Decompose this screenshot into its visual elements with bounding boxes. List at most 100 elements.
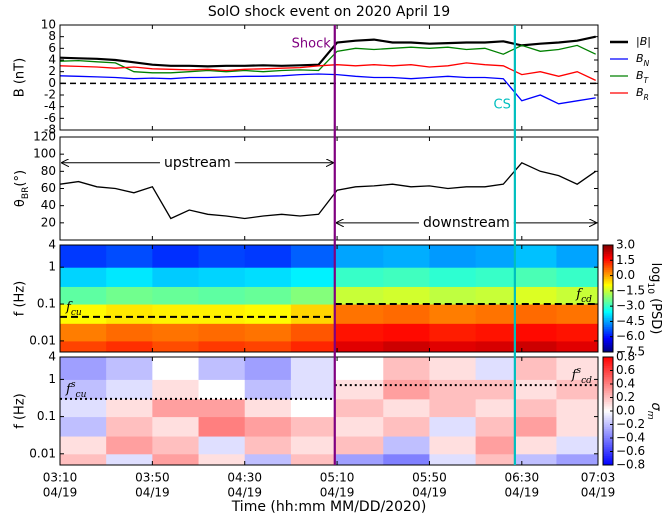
heat-cell	[475, 416, 516, 437]
heat-cell	[198, 267, 246, 287]
colorbar-tick-label: −7.5	[616, 345, 645, 359]
heat-cell	[556, 304, 598, 324]
heat-cell	[152, 436, 200, 455]
colorbar-step	[603, 341, 613, 344]
x-tick-label: 04:30	[227, 471, 262, 485]
heat-cell	[198, 340, 246, 352]
x-tick-date: 04/19	[412, 486, 447, 500]
heat-cell	[475, 286, 516, 305]
colorbar-step	[603, 450, 613, 453]
heat-cell	[152, 416, 200, 437]
colorbar-step	[603, 296, 613, 299]
colorbar-tick-label: 3.0	[616, 238, 635, 252]
heat-cell	[152, 453, 200, 465]
legend-label: BN	[636, 52, 650, 68]
heat-cell	[429, 304, 477, 324]
colorbar-step	[603, 425, 613, 428]
heat-cell	[244, 267, 292, 287]
heat-cell	[244, 398, 292, 418]
colorbar-step	[603, 262, 613, 266]
heat-cell	[334, 267, 384, 287]
colorbar-step	[603, 277, 613, 280]
y-tick-label: -4	[44, 99, 56, 113]
colorbar-step	[603, 412, 613, 416]
colorbar-step	[603, 366, 613, 369]
heat-cell	[60, 267, 107, 287]
heat-cell	[475, 323, 516, 342]
colorbar-step	[603, 319, 613, 323]
heat-cell	[60, 304, 107, 324]
heat-cell	[290, 304, 336, 324]
heat-cell	[556, 398, 598, 418]
colorbar-step	[603, 280, 613, 283]
y-axis-label: B (nT)	[13, 58, 28, 97]
colorbar-step	[603, 357, 613, 360]
heat-cell	[198, 416, 246, 437]
series-line	[60, 62, 596, 81]
colorbar-step	[603, 346, 613, 349]
heat-cell	[334, 398, 384, 418]
heat-cell	[106, 357, 153, 380]
heat-cell	[198, 453, 246, 465]
plot-area	[60, 245, 598, 352]
colorbar-step	[603, 337, 613, 341]
colorbar-step	[603, 416, 613, 419]
heat-cell	[429, 323, 477, 342]
colorbar-step	[603, 396, 613, 399]
colorbar-step	[603, 246, 613, 250]
colorbar-step	[603, 456, 613, 459]
event-label: CS	[494, 98, 511, 113]
colorbar-step	[603, 411, 613, 414]
heat-cell	[244, 436, 292, 455]
heat-cell	[556, 453, 598, 465]
colorbar-step	[603, 407, 613, 410]
colorbar-step	[603, 316, 613, 319]
colorbar-step	[603, 245, 613, 248]
colorbar-step	[603, 394, 613, 398]
heat-cell	[290, 398, 336, 418]
colorbar-step	[603, 273, 613, 276]
heat-cell	[290, 379, 336, 400]
x-tick-label: 03:50	[135, 471, 170, 485]
colorbar-step	[603, 403, 613, 407]
colorbar-step	[603, 248, 613, 251]
heat-cell	[290, 453, 336, 465]
heat-cell	[60, 453, 107, 465]
plot-area	[60, 162, 597, 220]
y-tick-label: 6	[48, 41, 56, 55]
heat-cell	[244, 416, 292, 437]
colorbar-step	[603, 261, 613, 264]
colorbar-step	[603, 348, 613, 351]
colorbar-step	[603, 302, 613, 305]
heat-cell	[383, 357, 430, 380]
heat-cell	[475, 436, 516, 455]
x-axis-label: Time (hh:mm MM/DD/2020)	[231, 499, 427, 515]
colorbar-step	[603, 447, 613, 450]
heat-cell	[60, 398, 107, 418]
heat-cell	[383, 304, 430, 324]
colorbar-step	[603, 371, 613, 374]
heat-cell	[152, 286, 200, 305]
heat-cell	[334, 340, 384, 352]
heat-cell	[383, 286, 430, 305]
colorbar-step	[603, 393, 613, 396]
heat-cell	[514, 357, 557, 380]
colorbar-step	[603, 391, 613, 394]
heat-cell	[152, 245, 200, 268]
colorbar-tick-label: −0.2	[616, 417, 645, 431]
heat-cell	[383, 323, 430, 342]
heat-cell	[334, 286, 384, 305]
heat-cell	[429, 436, 477, 455]
colorbar-step	[603, 252, 613, 255]
annotation-bg	[418, 214, 514, 231]
y-tick-label: -8	[44, 123, 56, 137]
colorbar-step	[603, 448, 613, 452]
colorbar-step	[603, 303, 613, 307]
colorbar-frame	[602, 244, 614, 353]
y-tick-label: 120	[33, 130, 56, 144]
colorbar-step	[603, 253, 613, 257]
heat-cell	[106, 436, 153, 455]
colorbar-step	[603, 443, 613, 446]
heat-cell	[290, 357, 336, 380]
colorbar-step	[603, 309, 613, 312]
